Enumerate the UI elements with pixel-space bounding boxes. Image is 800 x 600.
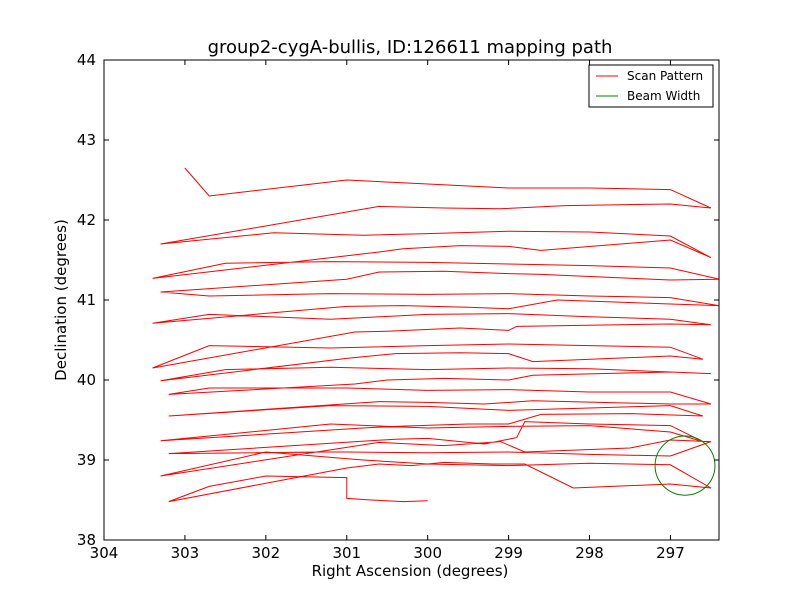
y-tick-label: 41 (77, 291, 96, 309)
y-tick-label: 43 (77, 131, 96, 149)
y-tick-label: 42 (77, 211, 96, 229)
y-axis-ticks: 38 39 40 41 42 43 44 (77, 51, 719, 549)
y-tick-label: 39 (77, 451, 96, 469)
y-tick-label: 40 (77, 371, 96, 389)
y-tick-label: 38 (77, 531, 96, 549)
x-tick-label: 300 (413, 544, 442, 562)
x-axis-label: Right Ascension (degrees) (312, 562, 509, 580)
x-tick-label: 304 (90, 544, 119, 562)
x-tick-label: 298 (575, 544, 604, 562)
x-tick-label: 301 (332, 544, 361, 562)
chart-title: group2-cygA-bullis, ID:126611 mapping pa… (208, 37, 613, 58)
x-tick-label: 297 (656, 544, 685, 562)
plot-background (104, 60, 719, 540)
legend: Scan Pattern Beam Width (588, 64, 714, 108)
x-tick-label: 303 (171, 544, 200, 562)
x-axis-ticks: 304 303 302 301 300 299 298 297 (90, 60, 685, 562)
legend-label-scan-pattern: Scan Pattern (627, 69, 703, 83)
beam-width-circle (654, 435, 716, 496)
plot-area (103, 59, 720, 541)
series-layer (152, 167, 719, 503)
legend-box (588, 64, 714, 108)
y-tick-label: 44 (77, 51, 96, 69)
scan-pattern-line (152, 167, 719, 503)
x-tick-label: 299 (494, 544, 523, 562)
x-tick-label: 302 (252, 544, 281, 562)
y-axis-label: Declination (degrees) (52, 219, 70, 381)
legend-label-beam-width: Beam Width (627, 89, 700, 103)
